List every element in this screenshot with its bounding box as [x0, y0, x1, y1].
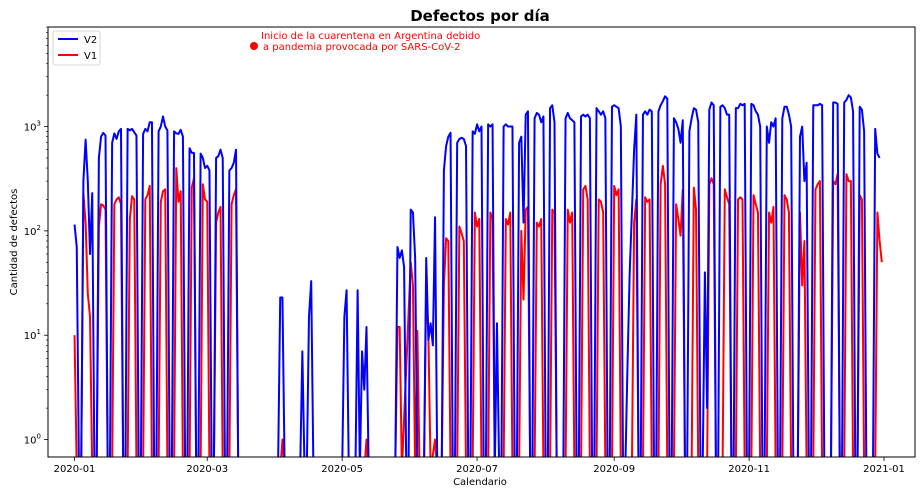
- x-tick-label: 2020-05: [321, 464, 363, 475]
- y-axis-label: Cantidad de defectos: [9, 189, 20, 296]
- x-ticks: 2020-01 2020-03 2020-05 2020-07 2020-09 2020-…: [54, 457, 905, 475]
- annotation-marker: [250, 42, 258, 50]
- annotation-line-1: Inicio de la cuarentena en Argentina deb…: [261, 31, 480, 42]
- x-tick-label: 2020-03: [186, 464, 228, 475]
- plot-frame: [47, 26, 916, 458]
- x-tick-label: 2020-09: [593, 464, 635, 475]
- annotation: Inicio de la cuarentena en Argentina deb…: [250, 31, 480, 53]
- series-line-v2: [73, 94, 881, 457]
- chart-title: Defectos por día: [410, 7, 550, 25]
- series-layer: [73, 94, 883, 457]
- x-tick-label: 2020-01: [54, 464, 96, 475]
- legend: V2 V1: [52, 30, 101, 66]
- x-axis-label: Calendario: [453, 477, 507, 488]
- plot-area: [47, 26, 916, 458]
- y-tick-label: 100: [24, 433, 41, 447]
- x-tick-label: 2020-11: [728, 464, 770, 475]
- legend-label-v1: V1: [84, 51, 97, 62]
- y-tick-label: 103: [24, 120, 41, 134]
- x-tick-label: 2021-01: [863, 464, 905, 475]
- legend-label-v2: V2: [84, 35, 97, 46]
- y-tick-label: 102: [24, 224, 41, 238]
- y-tick-label: 101: [24, 328, 41, 342]
- y-axis: 100 101 102 103: [24, 26, 48, 447]
- y-ticks: 100 101 102 103: [24, 26, 48, 447]
- annotation-line-2: a pandemia provocada por SARS-CoV-2: [263, 42, 460, 53]
- x-axis: 2020-01 2020-03 2020-05 2020-07 2020-09 2020-…: [54, 457, 905, 475]
- x-tick-label: 2020-07: [456, 464, 498, 475]
- series-line-v1: [73, 164, 883, 457]
